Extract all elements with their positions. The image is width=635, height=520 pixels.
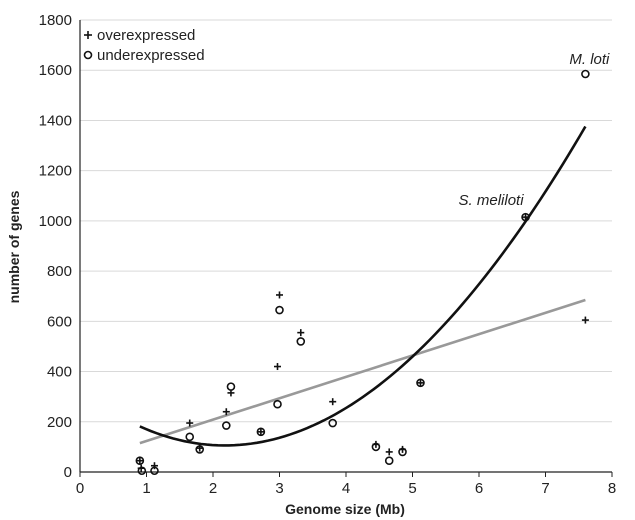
point-underexpressed [296, 337, 306, 346]
y-tick-label: 1200 [39, 163, 72, 180]
point-underexpressed [398, 447, 407, 457]
point-underexpressed [185, 432, 195, 442]
point-overexpressed [274, 363, 282, 371]
point-overexpressed [522, 213, 530, 221]
y-axis-title: number of genes [6, 190, 22, 303]
x-tick-label: 7 [541, 480, 549, 497]
point-overexpressed [150, 462, 158, 470]
x-tick-label: 0 [76, 480, 84, 497]
legend-marker-underexpressed [83, 50, 93, 60]
legend-label-overexpressed: overexpressed [97, 27, 195, 44]
x-tick-label: 8 [608, 480, 616, 497]
annotations: M. loti S. meliloti [459, 51, 611, 209]
x-tick-label: 5 [408, 480, 416, 497]
point-underexpressed [150, 466, 159, 476]
linear-trendline [139, 298, 586, 445]
x-tick-label: 2 [209, 480, 217, 497]
point-overexpressed [416, 379, 424, 387]
point-underexpressed [135, 456, 145, 466]
point-underexpressed [384, 456, 394, 466]
point-underexpressed [256, 427, 266, 437]
y-tick-label: 600 [47, 313, 72, 330]
point-underexpressed [521, 212, 530, 222]
polynomial-trendline [139, 125, 587, 447]
x-axis-title: Genome size (Mb) [285, 501, 405, 517]
data-points [135, 69, 590, 476]
point-overexpressed [186, 419, 194, 427]
point-overexpressed [329, 398, 337, 406]
y-tick-label: 1600 [39, 62, 72, 79]
x-tick-label: 1 [142, 480, 150, 497]
trend-lines [139, 125, 587, 447]
point-overexpressed [222, 408, 230, 416]
point-overexpressed [257, 428, 265, 436]
y-axis-ticks: 0 200 400 600 800 1000 1200 1400 1600 1800 [39, 12, 72, 481]
grid-lines [80, 19, 612, 423]
x-tick-label: 4 [342, 480, 350, 497]
y-tick-label: 800 [47, 263, 72, 280]
point-overexpressed [385, 448, 393, 456]
x-tick-label: 3 [275, 480, 283, 497]
point-overexpressed [276, 291, 283, 299]
point-underexpressed [416, 378, 425, 388]
point-underexpressed [371, 442, 381, 452]
point-underexpressed [137, 466, 147, 476]
y-tick-label: 200 [47, 414, 72, 431]
point-underexpressed [195, 445, 204, 454]
x-axis-ticks: 0 1 2 3 4 5 6 7 8 [76, 472, 616, 497]
y-tick-label: 400 [47, 364, 72, 381]
point-underexpressed [226, 382, 236, 391]
x-tick-label: 6 [475, 480, 483, 497]
annotation-label: M. loti [569, 51, 610, 68]
point-underexpressed [222, 421, 231, 430]
y-tick-label: 1400 [39, 112, 72, 129]
legend-marker-overexpressed [84, 31, 92, 39]
point-overexpressed [297, 329, 305, 337]
y-tick-label: 1800 [39, 12, 72, 29]
legend-label-underexpressed: underexpressed [97, 47, 205, 64]
annotation-label: S. meliloti [459, 192, 525, 209]
point-overexpressed [581, 316, 589, 324]
point-underexpressed [581, 69, 590, 79]
point-overexpressed [136, 457, 144, 465]
point-underexpressed [275, 305, 284, 315]
y-tick-label: 0 [64, 464, 72, 481]
point-underexpressed [273, 399, 282, 409]
point-underexpressed [328, 418, 338, 428]
y-tick-label: 1000 [39, 213, 72, 230]
legend: overexpressed underexpressed [83, 27, 205, 64]
